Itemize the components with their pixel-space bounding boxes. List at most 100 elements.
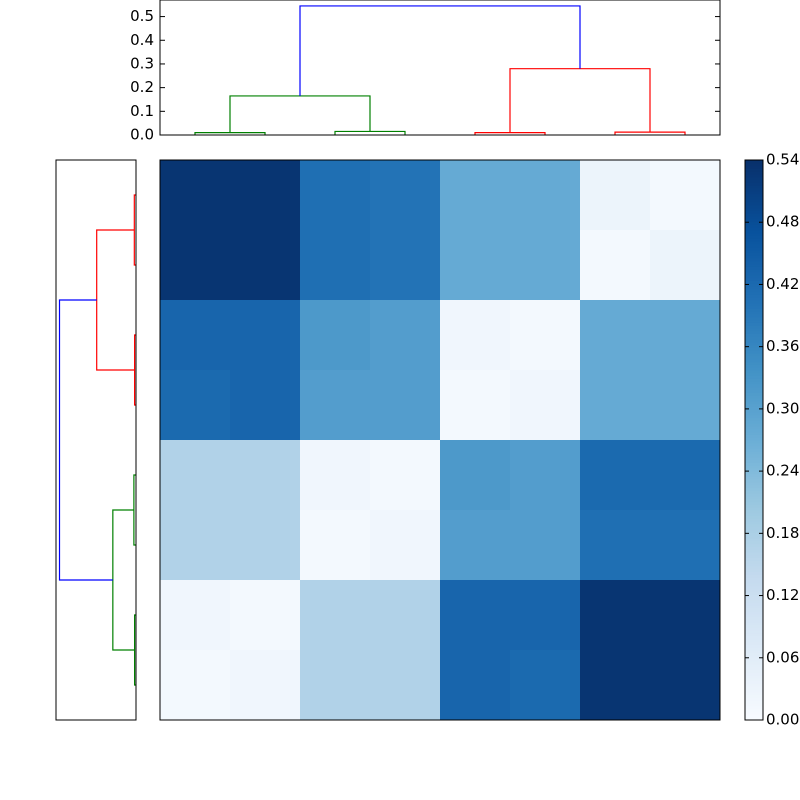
heatmap-cell — [580, 580, 651, 651]
colorbar-segment — [745, 608, 763, 612]
colorbar-segment — [745, 269, 763, 273]
colorbar-segment — [745, 557, 763, 561]
colorbar-segment — [745, 518, 763, 522]
colorbar-segment — [745, 403, 763, 407]
heatmap-cell — [300, 580, 371, 651]
colorbar-segment — [745, 252, 763, 256]
dendrogram-link — [112, 509, 135, 651]
colorbar-segment — [745, 697, 763, 701]
colorbar-segment — [745, 540, 763, 545]
heatmap-cell — [370, 370, 441, 441]
colorbar-segment — [745, 619, 763, 623]
colorbar-segment — [745, 330, 763, 335]
colorbar-segment — [745, 426, 763, 430]
colorbar-segment — [745, 644, 763, 648]
colorbar-segment — [745, 199, 763, 203]
heatmap-cell — [510, 510, 581, 581]
colorbar-segment — [745, 395, 763, 399]
colorbar-segment — [745, 552, 763, 556]
colorbar-segment — [745, 456, 763, 461]
colorbar-segment — [745, 244, 763, 248]
colorbar-segment — [745, 260, 763, 265]
colorbar-segment — [745, 353, 763, 357]
colorbar-segment — [745, 255, 763, 259]
colorbar-segment — [745, 370, 763, 374]
heatmap-cell — [510, 230, 581, 301]
colorbar-segment — [745, 465, 763, 469]
colorbar-segment — [745, 543, 763, 547]
colorbar-segment — [745, 350, 763, 354]
colorbar-segment — [745, 294, 763, 298]
colorbar-tick-label: 0.42 — [766, 275, 799, 293]
colorbar-segment — [745, 700, 763, 704]
colorbar-segment — [745, 378, 763, 382]
colorbar-segment — [745, 661, 763, 665]
heatmap-cell — [300, 440, 371, 511]
colorbar-segment — [745, 594, 763, 598]
colorbar-segment — [745, 179, 763, 183]
colorbar-segment — [745, 300, 763, 304]
colorbar-segment — [745, 703, 763, 707]
colorbar-segment — [745, 666, 763, 671]
colorbar-segment — [745, 160, 763, 164]
colorbar-tick-label: 0.06 — [766, 648, 799, 666]
colorbar-tick-label: 0.30 — [766, 399, 799, 417]
heatmap-cell — [510, 300, 581, 371]
axes-frame — [159, 0, 721, 136]
y-tick-label: 0.1 — [130, 102, 154, 120]
heatmap-cell — [510, 370, 581, 441]
colorbar-segment — [745, 596, 763, 601]
colorbar-segment — [745, 605, 763, 609]
dendrogram-link — [229, 95, 371, 133]
colorbar-segment — [745, 316, 763, 321]
colorbar-segment — [745, 616, 763, 620]
colorbar-segment — [745, 165, 763, 169]
colorbar-segment — [745, 375, 763, 379]
colorbar-segment — [745, 655, 763, 659]
heatmap-cell — [300, 230, 371, 301]
colorbar-segment — [745, 314, 763, 318]
colorbar-segment — [745, 224, 763, 228]
dendrogram-link — [194, 132, 266, 135]
colorbar-segment — [745, 692, 763, 696]
colorbar-segment — [745, 546, 763, 550]
colorbar-segment — [745, 717, 763, 721]
heatmap-cell — [510, 160, 581, 231]
colorbar-segment — [745, 524, 763, 528]
colorbar-segment — [745, 479, 763, 483]
colorbar-segment — [745, 190, 763, 195]
colorbar-segment — [745, 230, 763, 234]
heatmap-cell — [160, 440, 231, 511]
heatmap-cell — [370, 510, 441, 581]
heatmap-cell — [230, 230, 301, 301]
heatmap-cell — [300, 510, 371, 581]
colorbar-segment — [745, 708, 763, 713]
colorbar-segment — [745, 339, 763, 343]
colorbar-segment — [745, 356, 763, 360]
colorbar-segment — [745, 459, 763, 463]
dendrogram-link — [133, 474, 136, 546]
heatmap-cell — [300, 370, 371, 441]
colorbar-segment — [745, 563, 763, 567]
colorbar-segment — [745, 664, 763, 668]
colorbar-tick-label: 0.18 — [766, 524, 799, 542]
colorbar-segment — [745, 714, 763, 718]
heatmap-cell — [440, 230, 511, 301]
colorbar-segment — [745, 462, 763, 466]
y-tick-label: 0.3 — [130, 54, 154, 72]
colorbar-segment — [745, 162, 763, 167]
colorbar-segment — [745, 196, 763, 200]
colorbar-segment — [745, 650, 763, 654]
dendrogram-link — [509, 68, 651, 133]
colorbar-segment — [745, 342, 763, 346]
colorbar-segment — [745, 504, 763, 508]
heatmap-cell — [230, 440, 301, 511]
colorbar-segment — [745, 507, 763, 511]
colorbar-segment — [745, 538, 763, 542]
colorbar-segment — [745, 367, 763, 371]
colorbar-segment — [745, 529, 763, 533]
heatmap-cell — [230, 300, 301, 371]
colorbar-segment — [745, 193, 763, 197]
colorbar-tick-label: 0.48 — [766, 213, 799, 231]
colorbar-segment — [745, 476, 763, 480]
